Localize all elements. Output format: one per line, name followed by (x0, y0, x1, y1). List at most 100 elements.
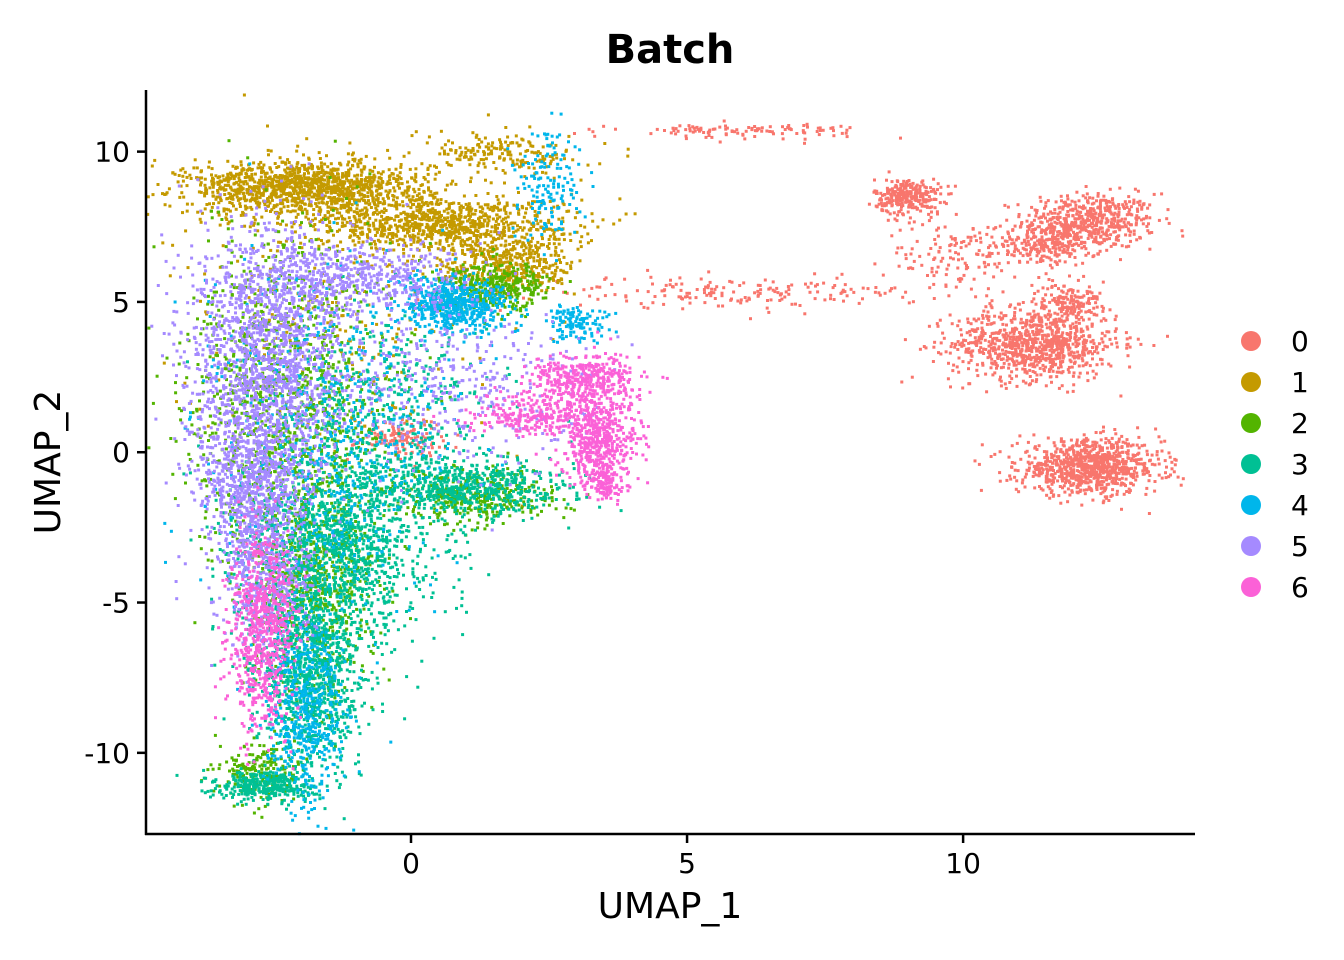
data-point (1081, 443, 1085, 446)
data-point (905, 197, 909, 201)
data-point (1064, 479, 1068, 483)
data-point (226, 180, 230, 184)
data-point (1109, 469, 1113, 473)
data-point (1101, 456, 1105, 460)
data-point (199, 183, 202, 187)
data-point (1020, 222, 1023, 226)
data-point (298, 174, 302, 178)
data-point (307, 171, 310, 175)
data-point (1086, 200, 1089, 203)
data-point (1063, 200, 1067, 204)
data-point (356, 162, 360, 166)
data-point (1058, 307, 1062, 311)
data-point (904, 186, 908, 190)
data-point (832, 134, 836, 138)
data-point (340, 183, 344, 187)
data-point (743, 137, 747, 141)
data-point (1113, 318, 1117, 322)
data-point (1080, 240, 1083, 244)
data-point (227, 191, 231, 195)
data-point (999, 375, 1002, 379)
data-point (248, 178, 252, 182)
data-point (1076, 450, 1080, 454)
data-point (362, 195, 366, 199)
data-point (1102, 198, 1106, 202)
data-point (410, 436, 414, 440)
data-point (1078, 371, 1082, 375)
data-point (420, 223, 424, 227)
data-point (264, 180, 268, 184)
data-point (1018, 308, 1022, 312)
data-point (263, 203, 267, 207)
data-point (568, 232, 572, 236)
data-point (270, 196, 274, 199)
data-point (245, 198, 249, 202)
data-point (1086, 211, 1090, 215)
data-point (1061, 300, 1065, 304)
data-point (171, 171, 175, 175)
data-point (277, 195, 281, 199)
data-point (1062, 458, 1066, 462)
data-point (998, 354, 1002, 358)
data-point (253, 172, 257, 176)
data-point (918, 202, 922, 206)
data-point (1039, 199, 1043, 203)
data-point (1031, 338, 1035, 341)
data-point (756, 283, 760, 287)
data-point (1130, 457, 1134, 461)
data-point (1054, 300, 1057, 303)
data-point (286, 209, 290, 213)
data-point (904, 290, 908, 294)
data-point (1140, 207, 1144, 211)
data-point (1015, 359, 1019, 363)
data-point (878, 198, 882, 202)
data-point (1070, 307, 1074, 311)
data-point (391, 426, 395, 430)
data-point (415, 205, 419, 209)
data-point (429, 454, 433, 458)
data-point (1115, 489, 1119, 493)
data-point (1010, 461, 1014, 464)
data-point (901, 182, 905, 186)
data-point (1008, 374, 1012, 378)
data-point (1115, 236, 1119, 239)
data-point (1176, 475, 1180, 479)
data-point (960, 341, 964, 345)
data-point (1066, 297, 1070, 301)
data-point (1077, 321, 1081, 325)
data-point (949, 192, 953, 196)
data-point (588, 294, 592, 298)
data-point (937, 226, 940, 230)
data-point (1093, 216, 1097, 219)
data-point (763, 278, 767, 282)
data-point (907, 179, 911, 182)
data-point (1085, 469, 1089, 473)
data-point (939, 259, 943, 263)
data-point (911, 267, 915, 271)
data-point (359, 168, 363, 172)
data-point (1150, 453, 1154, 457)
data-point (227, 178, 231, 182)
data-point (1065, 220, 1068, 224)
data-point (1074, 263, 1078, 267)
data-point (1055, 459, 1059, 463)
data-point (177, 174, 181, 177)
data-point (1071, 288, 1075, 292)
data-point (292, 192, 296, 195)
data-point (291, 196, 295, 200)
data-point (879, 201, 883, 205)
data-point (1129, 444, 1133, 448)
data-point (1098, 444, 1102, 448)
data-point (293, 171, 297, 175)
data-point (244, 207, 248, 211)
data-point (912, 220, 916, 224)
data-point (1122, 220, 1126, 224)
data-point (228, 171, 232, 175)
data-point (1025, 328, 1029, 332)
data-point (1010, 465, 1014, 469)
data-point (990, 361, 994, 365)
data-point (1094, 240, 1098, 244)
data-point (399, 177, 403, 181)
data-point (1023, 368, 1027, 371)
data-point (181, 179, 185, 183)
